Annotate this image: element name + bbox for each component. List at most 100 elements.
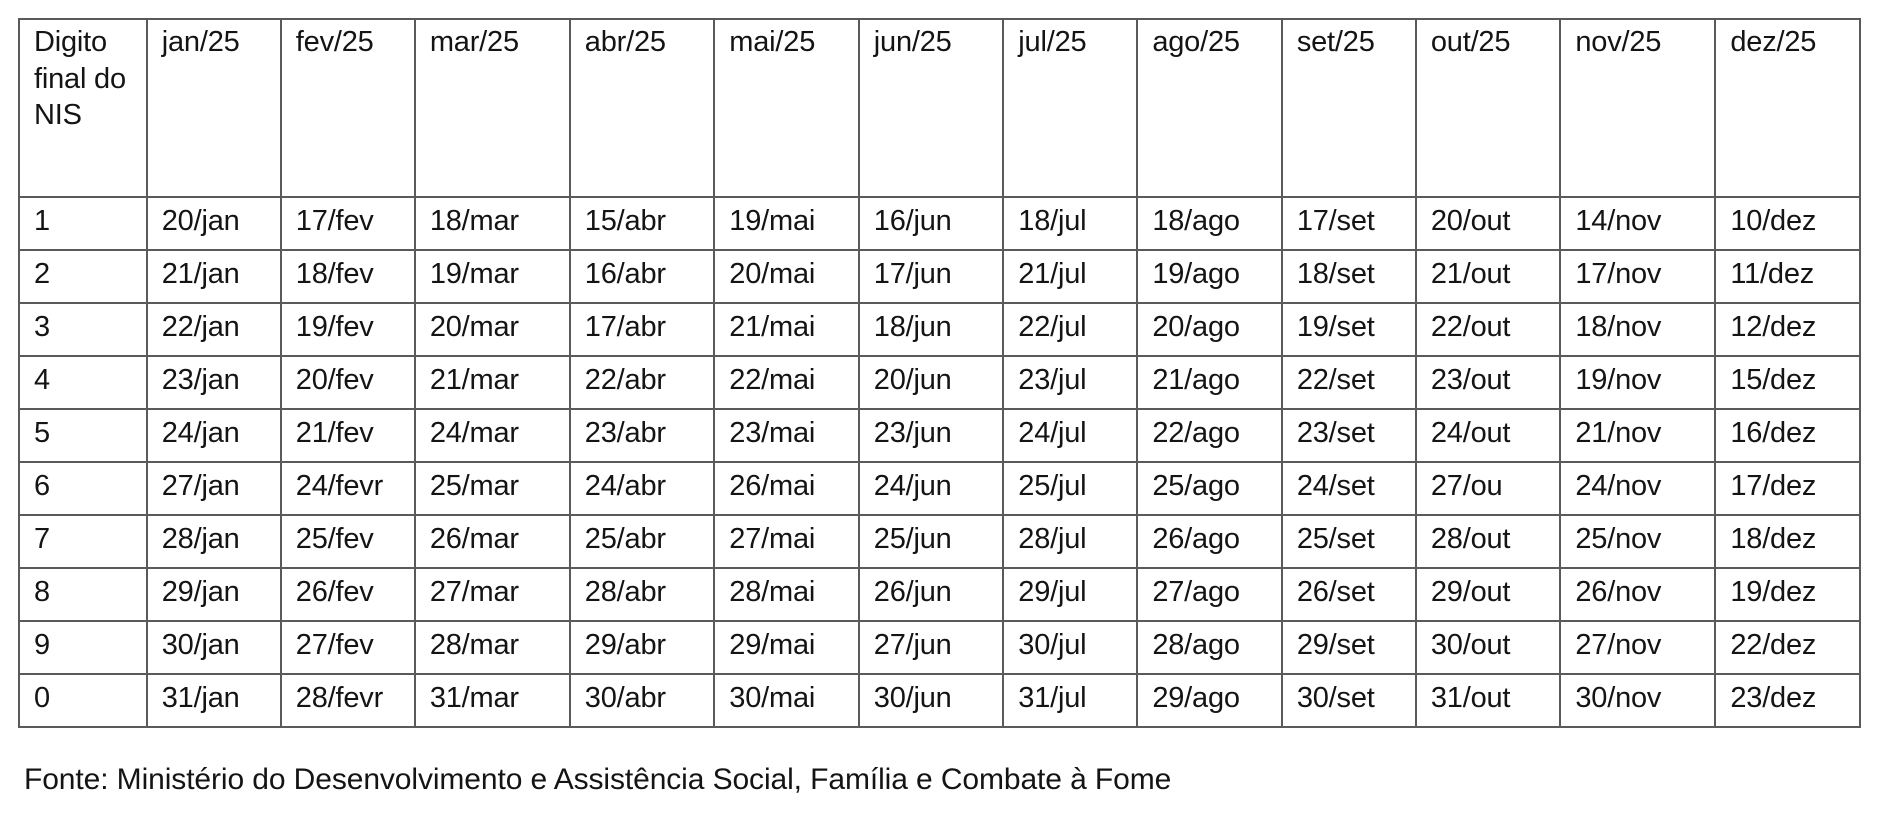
payment-date-cell: 25/abr: [568, 514, 716, 569]
payment-date-cell: 19/dez: [1714, 567, 1861, 622]
column-header-jan: jan/25: [145, 18, 282, 198]
payment-date-cell: 27/ago: [1136, 567, 1283, 622]
payment-date-cell: 27/mar: [413, 567, 571, 622]
payment-calendar-table: Digito final do NIS jan/25 fev/25 mar/25…: [18, 18, 1861, 728]
payment-date-cell: 28/jul: [1002, 514, 1139, 569]
payment-date-cell: 24/fevr: [279, 461, 416, 516]
payment-date-cell: 16/jun: [857, 196, 1005, 251]
nis-digit-cell: 3: [18, 302, 148, 357]
payment-date-cell: 23/set: [1280, 408, 1417, 463]
payment-date-cell: 24/set: [1280, 461, 1417, 516]
payment-date-cell: 14/nov: [1559, 196, 1717, 251]
payment-date-cell: 25/ago: [1136, 461, 1283, 516]
payment-date-cell: 29/mai: [713, 620, 860, 675]
payment-date-cell: 21/out: [1414, 249, 1562, 304]
payment-date-cell: 31/jan: [145, 673, 282, 728]
payment-date-cell: 20/ago: [1136, 302, 1283, 357]
nis-digit-cell: 1: [18, 196, 148, 251]
column-header-abr: abr/25: [568, 18, 716, 198]
payment-date-cell: 17/jun: [857, 249, 1005, 304]
payment-date-cell: 21/fev: [279, 408, 416, 463]
column-header-ago: ago/25: [1136, 18, 1283, 198]
payment-date-cell: 22/set: [1280, 355, 1417, 410]
payment-date-cell: 28/jan: [145, 514, 282, 569]
payment-date-cell: 22/out: [1414, 302, 1562, 357]
payment-date-cell: 22/jul: [1002, 302, 1139, 357]
payment-date-cell: 18/set: [1280, 249, 1417, 304]
nis-digit-cell: 2: [18, 249, 148, 304]
payment-date-cell: 15/abr: [568, 196, 716, 251]
payment-date-cell: 28/mai: [713, 567, 860, 622]
payment-date-cell: 22/mai: [713, 355, 860, 410]
payment-date-cell: 28/fevr: [279, 673, 416, 728]
payment-date-cell: 22/jan: [145, 302, 282, 357]
payment-date-cell: 21/jul: [1002, 249, 1139, 304]
table-row: 0 31/jan 28/fevr 31/mar 30/abr 30/mai 30…: [18, 673, 1861, 728]
payment-date-cell: 30/out: [1414, 620, 1562, 675]
payment-date-cell: 21/nov: [1559, 408, 1717, 463]
payment-date-cell: 19/ago: [1136, 249, 1283, 304]
table-header-row: Digito final do NIS jan/25 fev/25 mar/25…: [18, 18, 1861, 198]
payment-date-cell: 17/fev: [279, 196, 416, 251]
payment-date-cell: 28/out: [1414, 514, 1562, 569]
column-header-nis: Digito final do NIS: [18, 18, 148, 198]
payment-date-cell: 23/jul: [1002, 355, 1139, 410]
column-header-out: out/25: [1414, 18, 1562, 198]
payment-date-cell: 24/mar: [413, 408, 571, 463]
payment-date-cell: 24/jul: [1002, 408, 1139, 463]
payment-date-cell: 26/set: [1280, 567, 1417, 622]
nis-digit-cell: 4: [18, 355, 148, 410]
payment-date-cell: 24/abr: [568, 461, 716, 516]
payment-date-cell: 17/abr: [568, 302, 716, 357]
payment-date-cell: 21/ago: [1136, 355, 1283, 410]
payment-date-cell: 29/abr: [568, 620, 716, 675]
payment-date-cell: 19/fev: [279, 302, 416, 357]
payment-date-cell: 26/nov: [1559, 567, 1717, 622]
payment-date-cell: 25/nov: [1559, 514, 1717, 569]
payment-date-cell: 18/nov: [1559, 302, 1717, 357]
payment-date-cell: 23/abr: [568, 408, 716, 463]
table-row: 7 28/jan 25/fev 26/mar 25/abr 27/mai 25/…: [18, 514, 1861, 569]
payment-date-cell: 21/jan: [145, 249, 282, 304]
table-row: 9 30/jan 27/fev 28/mar 29/abr 29/mai 27/…: [18, 620, 1861, 675]
payment-date-cell: 20/jan: [145, 196, 282, 251]
payment-date-cell: 29/jul: [1002, 567, 1139, 622]
payment-date-cell: 22/dez: [1714, 620, 1861, 675]
table-row: 1 20/jan 17/fev 18/mar 15/abr 19/mai 16/…: [18, 196, 1861, 251]
payment-date-cell: 20/mai: [713, 249, 860, 304]
payment-date-cell: 31/mar: [413, 673, 571, 728]
payment-date-cell: 24/jun: [857, 461, 1005, 516]
payment-date-cell: 17/dez: [1714, 461, 1861, 516]
table-row: 4 23/jan 20/fev 21/mar 22/abr 22/mai 20/…: [18, 355, 1861, 410]
payment-date-cell: 28/ago: [1136, 620, 1283, 675]
payment-date-cell: 19/mai: [713, 196, 860, 251]
column-header-fev: fev/25: [279, 18, 416, 198]
table-row: 8 29/jan 26/fev 27/mar 28/abr 28/mai 26/…: [18, 567, 1861, 622]
column-header-nov: nov/25: [1559, 18, 1717, 198]
payment-date-cell: 27/nov: [1559, 620, 1717, 675]
payment-date-cell: 24/out: [1414, 408, 1562, 463]
payment-date-cell: 30/jul: [1002, 620, 1139, 675]
nis-digit-cell: 7: [18, 514, 148, 569]
payment-date-cell: 29/ago: [1136, 673, 1283, 728]
payment-date-cell: 29/set: [1280, 620, 1417, 675]
payment-date-cell: 18/mar: [413, 196, 571, 251]
column-header-jul: jul/25: [1002, 18, 1139, 198]
payment-date-cell: 12/dez: [1714, 302, 1861, 357]
payment-calendar-container: Digito final do NIS jan/25 fev/25 mar/25…: [18, 18, 1861, 728]
payment-date-cell: 17/nov: [1559, 249, 1717, 304]
payment-date-cell: 28/abr: [568, 567, 716, 622]
payment-date-cell: 25/jul: [1002, 461, 1139, 516]
payment-date-cell: 19/mar: [413, 249, 571, 304]
payment-date-cell: 27/mai: [713, 514, 860, 569]
source-note: Fonte: Ministério do Desenvolvimento e A…: [24, 763, 1172, 796]
payment-date-cell: 19/set: [1280, 302, 1417, 357]
payment-date-cell: 23/mai: [713, 408, 860, 463]
payment-date-cell: 18/fev: [279, 249, 416, 304]
payment-date-cell: 29/out: [1414, 567, 1562, 622]
column-header-mai: mai/25: [713, 18, 860, 198]
payment-date-cell: 24/nov: [1559, 461, 1717, 516]
nis-digit-cell: 8: [18, 567, 148, 622]
payment-date-cell: 26/mar: [413, 514, 571, 569]
